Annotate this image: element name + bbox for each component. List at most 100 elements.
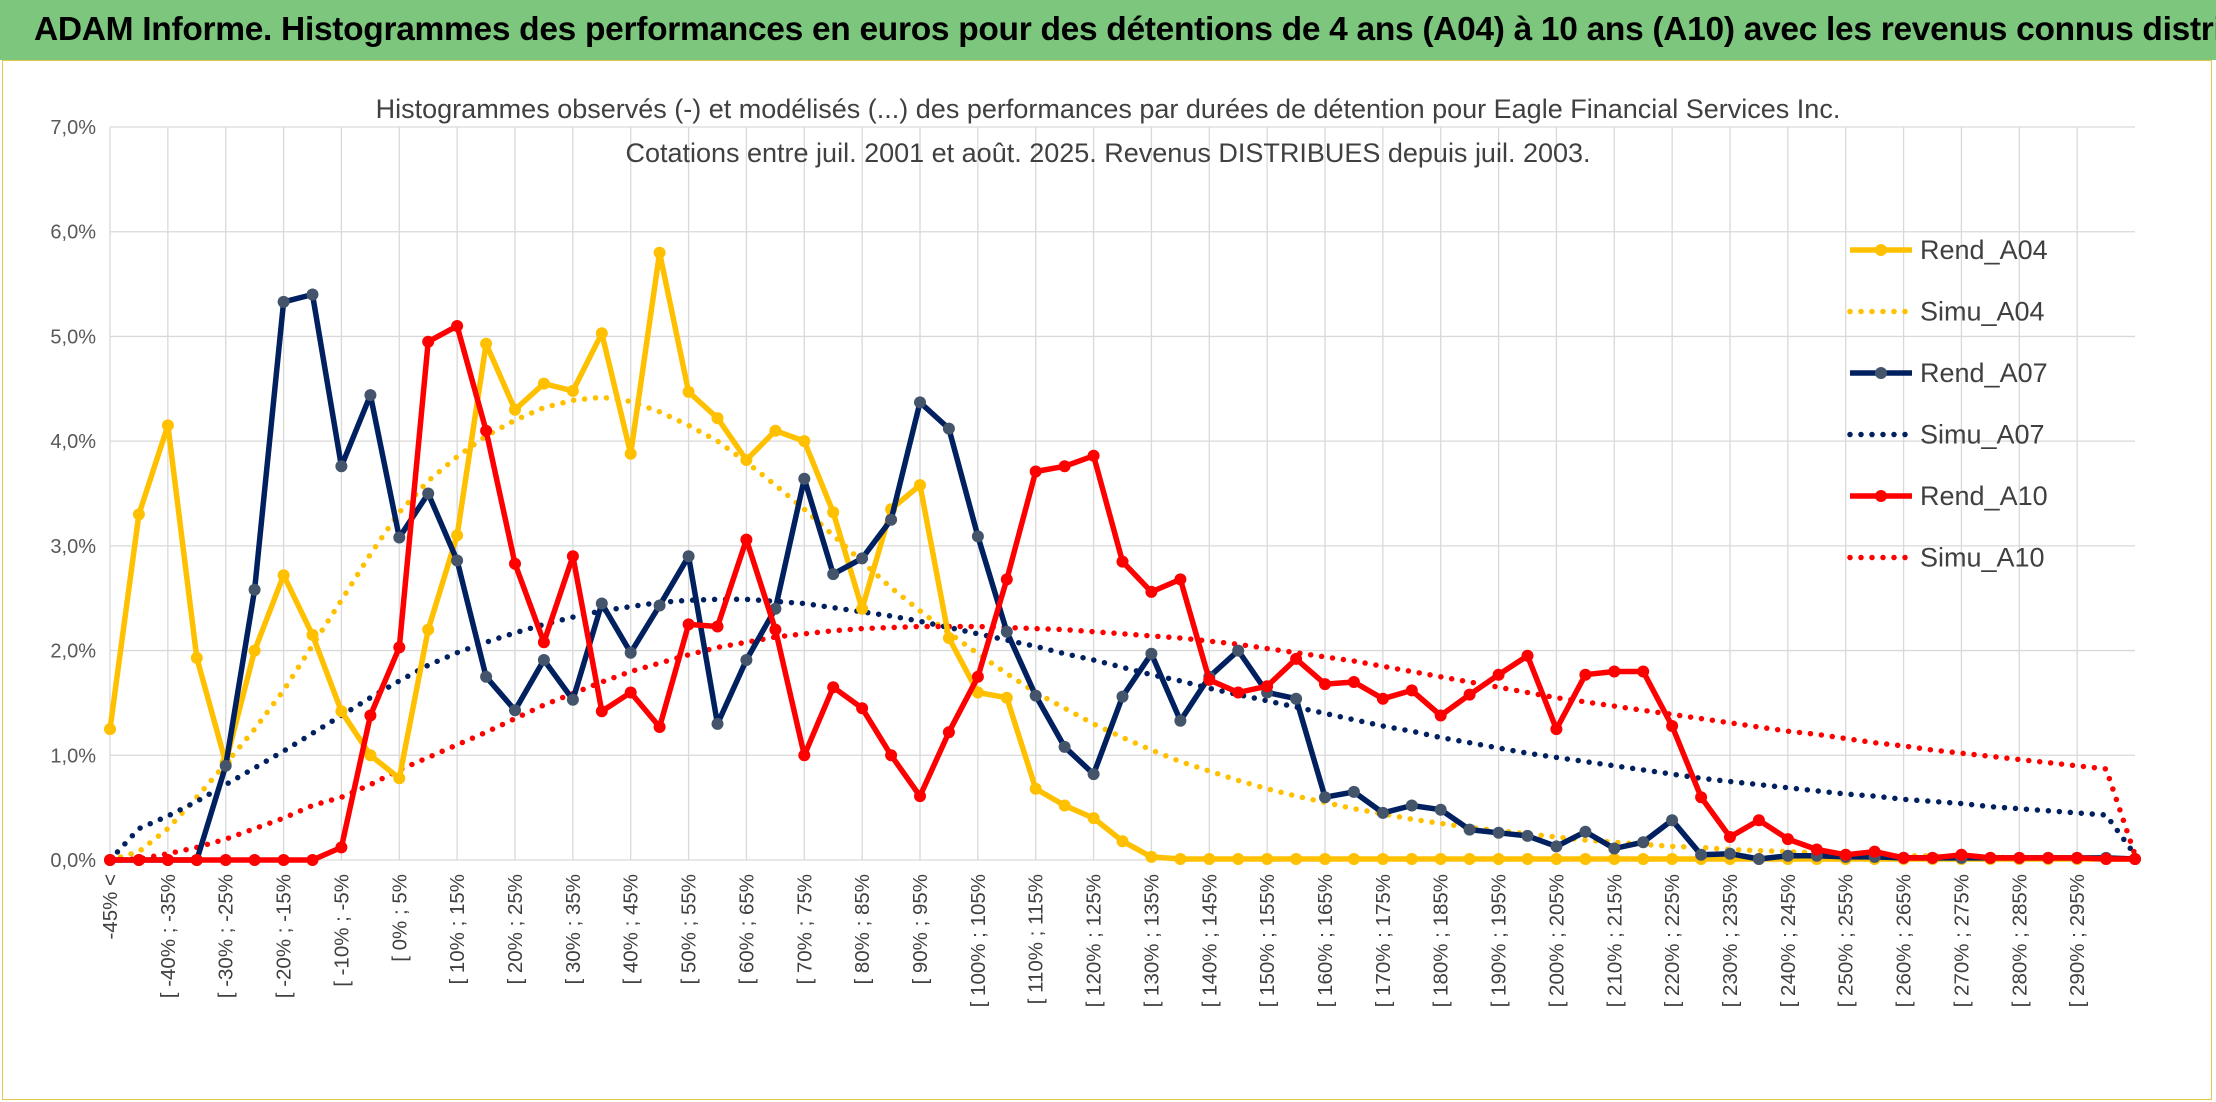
y-tick-label: 7,0% <box>50 117 96 139</box>
x-tick-label: -45% < <box>99 874 122 940</box>
rend-a07-point <box>1521 829 1534 842</box>
rend-a04-point <box>711 412 724 425</box>
legend-label: Simu_A04 <box>1920 297 2045 327</box>
rend-a10-point <box>2042 851 2055 864</box>
rend-a04-point <box>1203 853 1216 865</box>
rend-a04-point <box>1608 853 1621 865</box>
rend-a04-point <box>393 772 406 785</box>
rend-a04-point <box>856 602 869 615</box>
y-tick-label: 5,0% <box>50 326 96 348</box>
rend-a07-point <box>277 295 290 308</box>
x-tick-label: [ -20% ; -15% <box>273 874 296 998</box>
rend-a07-point <box>480 670 493 683</box>
x-tick-label: [ 10% ; 15% <box>446 874 469 985</box>
legend-item-rend-a07[interactable]: Rend_A07 <box>1850 358 2048 388</box>
rend-a10-point <box>1261 680 1274 693</box>
rend-a04-point <box>1434 853 1447 865</box>
legend-label: Simu_A07 <box>1920 420 2045 450</box>
rend-a10-point <box>740 533 753 546</box>
rend-a10-point <box>1347 676 1360 688</box>
rend-a10-point <box>682 618 695 631</box>
rend-a10-point <box>1637 665 1650 678</box>
rend-a10-point <box>1000 573 1013 586</box>
rend-a04-point <box>1116 835 1129 848</box>
rend-a10-point <box>1376 692 1389 705</box>
x-tick-label: [ 140% ; 145% <box>1198 874 1221 1007</box>
rend-a07-point <box>219 759 232 772</box>
rend-a10-point <box>1984 851 1997 864</box>
rend-a04-point <box>1347 853 1360 865</box>
x-tick-label: [ 70% ; 75% <box>793 874 816 985</box>
rend-a04-point <box>248 644 261 657</box>
x-tick-label: [ -40% ; -35% <box>157 874 180 998</box>
rend-a07-point <box>682 550 695 563</box>
legend-label: Rend_A07 <box>1920 358 2048 388</box>
rend-a04-point <box>277 569 290 582</box>
rend-a04-point <box>132 508 145 521</box>
rend-a07-point <box>827 568 840 581</box>
rend-a04-point <box>1492 853 1505 865</box>
rend-a07-point <box>1087 768 1100 781</box>
x-tick-label: [ 60% ; 65% <box>735 874 758 985</box>
legend-item-simu-a04[interactable]: Simu_A04 <box>1847 297 2045 327</box>
rend-a07-point <box>971 530 984 543</box>
rend-a10-point <box>1608 665 1621 678</box>
rend-a07-point <box>624 646 637 659</box>
rend-a10-point <box>1174 573 1187 586</box>
rend-a04-point <box>1145 850 1158 863</box>
legend[interactable]: Rend_A04 Simu_A04 Rend_A07 Simu_A07 Rend_A10… <box>1847 235 2048 573</box>
rend-a10-point <box>277 854 290 866</box>
rend-a04-point <box>624 447 637 460</box>
rend-a10-point <box>624 686 637 699</box>
rend-a07-point <box>1290 692 1303 705</box>
rend-a07-point <box>740 654 753 666</box>
rend-a10-point <box>537 636 550 649</box>
rend-a07-point <box>1376 806 1389 819</box>
rend-a10-point <box>566 550 579 563</box>
rend-a04-point <box>1319 853 1331 865</box>
x-tick-label: [ 100% ; 105% <box>967 874 990 1007</box>
rend-a07-point <box>306 288 319 301</box>
rend-a04-point <box>1174 853 1187 865</box>
rend-a04-point <box>190 651 203 664</box>
rend-a04-point <box>827 506 840 519</box>
rend-a10-point <box>1319 678 1331 691</box>
x-tick-label: [ 170% ; 175% <box>1372 874 1395 1007</box>
rend-a07-point <box>1579 825 1592 838</box>
legend-item-rend-a04[interactable]: Rend_A04 <box>1850 235 2048 265</box>
legend-item-rend-a10[interactable]: Rend_A10 <box>1850 481 2048 511</box>
rend-a07-point <box>942 422 955 435</box>
x-tick-label: [ 40% ; 45% <box>620 874 643 985</box>
rend-a10-point <box>1897 851 1910 864</box>
rend-a07-point <box>798 472 811 485</box>
rend-a10-point <box>1492 668 1505 681</box>
rend-a07-point <box>1405 799 1418 812</box>
x-tick-label: [ 220% ; 225% <box>1661 874 1684 1007</box>
rend-a10-point <box>480 424 493 437</box>
rend-a10-point <box>942 726 955 739</box>
x-tick-label: [ 280% ; 285% <box>2008 874 2031 1007</box>
rend-a07-point <box>1145 647 1158 660</box>
rend-a10-point <box>653 721 666 733</box>
y-tick-label: 2,0% <box>50 641 96 663</box>
rend-a10-point <box>856 702 869 715</box>
rend-a10-point <box>1405 684 1418 697</box>
legend-item-simu-a10[interactable]: Simu_A10 <box>1847 543 2045 573</box>
rend-a04-point <box>1058 799 1071 812</box>
chart-frame <box>2 60 2212 1100</box>
legend-background <box>1805 218 2175 588</box>
chart-subtitle: Cotations entre juil. 2001 et août. 2025… <box>625 138 1590 168</box>
rend-a07-point <box>711 717 724 730</box>
rend-a04-point <box>1521 853 1534 865</box>
rend-a10-point <box>1029 465 1042 478</box>
legend-marker <box>1875 367 1887 379</box>
rend-a04-point <box>509 403 521 416</box>
rend-a10-point <box>1752 814 1765 827</box>
legend-item-simu-a07[interactable]: Simu_A07 <box>1847 420 2045 450</box>
x-tick-label: [ 160% ; 165% <box>1314 874 1337 1007</box>
rend-a10-point <box>1666 720 1679 732</box>
x-tick-label: [ 270% ; 275% <box>1950 874 1973 1007</box>
x-tick-label: [ 210% ; 215% <box>1603 874 1626 1007</box>
rend-a04-point <box>942 632 955 644</box>
rend-a07-point <box>856 552 869 565</box>
